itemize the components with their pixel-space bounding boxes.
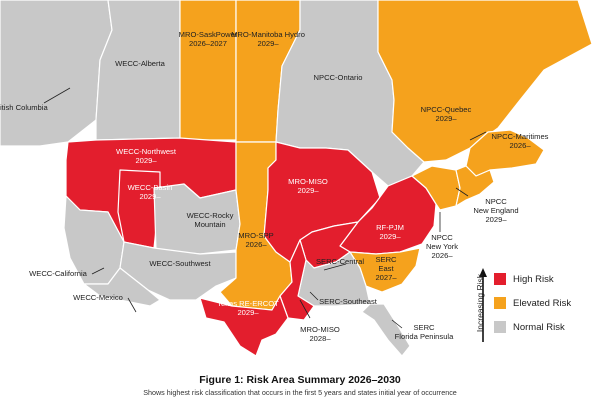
legend-item-elevated: Elevated Risk: [494, 296, 571, 310]
legend-item-high: High Risk: [494, 272, 554, 286]
label-mro-miso: MRO-MISO 2029–: [288, 177, 328, 195]
label-mro-saskpower: MRO-SaskPower 2026–2027: [179, 30, 238, 48]
label-mro-spp: MRO-SPP 2026–: [238, 231, 273, 249]
label-wecc-basin: WECC-Basin 2029–: [128, 183, 173, 201]
label-wecc-mexico: WECC-Mexico: [73, 293, 123, 302]
legend-swatch-elevated: [494, 297, 506, 309]
label-serc-florida: SERC Florida Peninsula: [395, 323, 454, 341]
legend-label-elevated: Elevated Risk: [513, 297, 572, 309]
label-npcc-new-england: NPCC New England 2029–: [473, 197, 518, 224]
region-mro-saskpower: [179, 0, 237, 141]
label-npcc-quebec: NPCC-Quebec 2029–: [421, 105, 472, 123]
leader-line: [469, 131, 487, 141]
label-wecc-northwest: WECC-Northwest 2029–: [116, 147, 177, 165]
label-serc-central: SERC-Central: [316, 257, 364, 266]
label-texas-ercot: Texas RE-ERCOT 2029–: [217, 299, 279, 317]
label-wecc-southwest: WECC-Southwest: [149, 259, 211, 268]
label-rf-pjm: RF-PJM 2029–: [376, 223, 404, 241]
label-serc-southeast: SERC-Southeast: [319, 297, 378, 306]
figure-caption-subtitle: Shows highest risk classification that o…: [143, 388, 457, 397]
region-wecc-mexico: [83, 267, 161, 307]
region-texas-ercot: [199, 295, 289, 357]
label-wecc-alberta: WECC-Alberta: [115, 59, 166, 68]
legend-label-high: High Risk: [513, 273, 554, 285]
leader-line: [91, 267, 105, 275]
label-npcc-maritimes: NPCC-Maritimes 2026–: [492, 132, 549, 150]
leader-line: [43, 87, 71, 104]
increasing-risk-arrow-icon: [479, 268, 487, 342]
legend-swatch-normal: [494, 321, 506, 333]
label-npcc-ontario: NPCC-Ontario: [314, 73, 363, 82]
label-npcc-new-york: NPCC New York 2026–: [426, 233, 458, 260]
legend-item-normal: Normal Risk: [494, 320, 565, 334]
region-mro-miso-south: [279, 239, 315, 321]
risk-legend: Increasing Risk High Risk Elevated Risk …: [466, 268, 598, 352]
leader-line: [323, 263, 347, 271]
label-wecc-california: WECC-California: [29, 269, 88, 278]
leader-line: [299, 299, 311, 319]
leader-line: [391, 319, 403, 329]
leader-line: [309, 291, 319, 301]
figure-caption-title: Figure 1: Risk Area Summary 2026–2030: [199, 374, 401, 386]
region-wecc-basin: [117, 169, 161, 249]
legend-swatch-high: [494, 273, 506, 285]
region-serc-florida: [361, 303, 411, 357]
leader-line: [455, 187, 469, 197]
region-npcc-quebec: [377, 0, 593, 163]
legend-axis-label: Increasing Risk: [475, 273, 485, 333]
risk-area-map: WECC-Alberta MRO-SaskPower 2026–2027 MRO-…: [0, 0, 593, 357]
label-mro-miso-south: MRO-MISO 2028–: [300, 325, 340, 343]
leader-line: [127, 297, 137, 313]
label-wecc-bc: itish Columbia: [0, 103, 48, 112]
legend-label-normal: Normal Risk: [513, 321, 565, 333]
label-wecc-rocky: WECC-Rocky Mountain: [187, 211, 234, 229]
region-npcc-new-england: [455, 165, 495, 207]
label-serc-east: SERC East 2027–: [375, 255, 397, 282]
label-mro-manitoba: MRO-Manitoba Hydro 2029–: [231, 30, 305, 48]
region-wecc-bc: [0, 0, 113, 147]
